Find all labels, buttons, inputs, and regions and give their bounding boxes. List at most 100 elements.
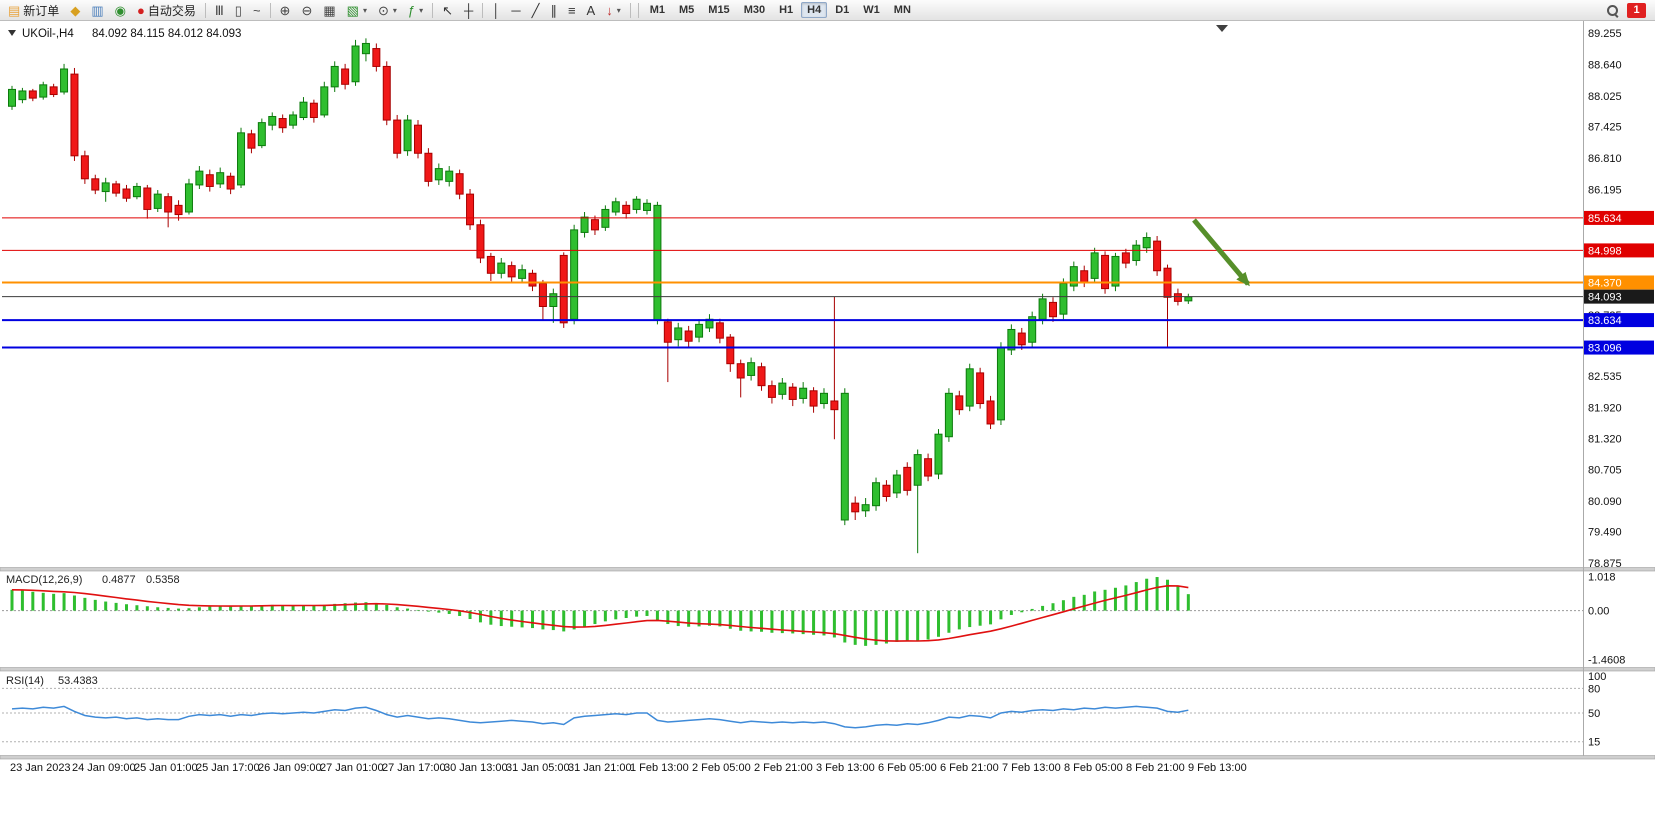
candlestick-chart-icon[interactable]: ▯ xyxy=(230,0,247,21)
tile-windows-icon: ▦ xyxy=(323,2,336,18)
new-chart-icon[interactable]: ▧ ▾ xyxy=(342,0,372,21)
horizontal-line-icon[interactable]: ─ xyxy=(506,0,525,21)
candle-body xyxy=(80,155,89,180)
time-label: 26 Jan 09:00 xyxy=(258,762,322,774)
vertical-line-icon[interactable]: │ xyxy=(487,0,505,21)
line-chart-icon[interactable]: ~ xyxy=(248,0,266,21)
candle-body xyxy=(237,132,246,186)
bar-chart-icon: Ⅲ xyxy=(214,2,224,18)
auto-trading-button-label: 自动交易 xyxy=(147,3,196,18)
zoom-in-icon[interactable]: ⊕ xyxy=(275,0,296,21)
toolbar-separator xyxy=(629,2,631,18)
timeframe-button-d1[interactable]: D1 xyxy=(835,4,850,16)
time-label: 24 Jan 09:00 xyxy=(72,762,136,774)
down-arrow-annotation[interactable] xyxy=(1192,218,1250,287)
candle-body xyxy=(559,254,568,324)
candle-body xyxy=(1142,237,1151,249)
candle-body xyxy=(695,323,704,338)
trendline-icon[interactable]: ╱ xyxy=(527,0,545,21)
candle-body xyxy=(944,392,953,438)
deposit-diamond-icon[interactable]: ◆ xyxy=(65,0,85,21)
chevron-down-icon[interactable]: ▾ xyxy=(362,5,367,15)
tile-windows-icon[interactable]: ▦ xyxy=(318,0,340,21)
fibonacci-icon[interactable]: ≡ xyxy=(563,0,581,21)
candle-body xyxy=(153,193,162,209)
timeframe-button-m30[interactable]: M30 xyxy=(743,4,766,16)
rsi-panel-divider[interactable] xyxy=(0,667,1655,672)
candle-body xyxy=(143,187,152,210)
candle-body xyxy=(1038,298,1047,320)
chart-shift-marker[interactable] xyxy=(1216,25,1228,32)
text-icon: A xyxy=(586,2,596,18)
candle-body xyxy=(934,433,943,475)
toolbar-separator xyxy=(637,2,639,18)
arrows-icon[interactable]: ↓ ▾ xyxy=(601,0,626,21)
candle-body xyxy=(788,386,797,400)
rsi-axis-label: 80 xyxy=(1588,683,1600,695)
price-tick: 80.090 xyxy=(1588,496,1622,508)
cursor-icon: ↖ xyxy=(442,2,454,18)
time-label: 27 Jan 01:00 xyxy=(320,762,384,774)
time-label: 25 Jan 01:00 xyxy=(134,762,198,774)
timeframe-button-h4[interactable]: H4 xyxy=(801,2,828,18)
candle-body xyxy=(1069,266,1078,287)
text-icon[interactable]: A xyxy=(582,0,601,21)
chart-ohlc-values: 84.092 84.115 84.012 84.093 xyxy=(92,28,241,40)
new-order-button[interactable]: ▤ 新订单 xyxy=(3,0,64,21)
zoom-in-icon: ⊕ xyxy=(279,2,291,18)
new-chart-icon: ▧ xyxy=(346,2,359,18)
chart-canvas[interactable]: 89.25588.64088.02587.42586.81086.19585.5… xyxy=(0,21,1655,823)
time-label: 3 Feb 13:00 xyxy=(816,762,875,774)
candle-body xyxy=(1132,244,1141,262)
price-label-box xyxy=(1584,313,1654,328)
chevron-down-icon[interactable]: ▾ xyxy=(419,5,424,15)
profiles-icon[interactable]: ⊙ ▾ xyxy=(373,0,402,21)
candle-body xyxy=(809,390,818,407)
auto-trading-button[interactable]: ● 自动交易 xyxy=(132,0,201,21)
horizontal-line-icon: ─ xyxy=(511,2,521,18)
crosshair-icon[interactable]: ┼ xyxy=(459,0,478,21)
macd-axis-label: 0.00 xyxy=(1588,606,1609,618)
one-click-trading-icon[interactable] xyxy=(8,30,16,36)
chart-background xyxy=(0,21,1655,823)
notification-badge[interactable]: 1 xyxy=(1627,2,1646,18)
timeframe-button-m5[interactable]: M5 xyxy=(679,4,695,16)
candle-body xyxy=(1007,328,1016,351)
candle-body xyxy=(122,188,131,199)
candle-body xyxy=(434,168,443,181)
timeframe-button-w1[interactable]: W1 xyxy=(863,4,880,16)
candle-body xyxy=(320,86,329,116)
macd-signal-line xyxy=(11,584,1189,642)
community-icon[interactable]: ◉ xyxy=(110,0,131,21)
channel-icon[interactable]: ∥ xyxy=(545,0,562,21)
timeframe-button-m15[interactable]: M15 xyxy=(708,4,730,16)
chevron-down-icon[interactable]: ▾ xyxy=(616,5,621,15)
chevron-down-icon[interactable]: ▾ xyxy=(392,5,397,15)
candlestick-series xyxy=(8,38,1193,554)
macd-panel-divider[interactable] xyxy=(0,567,1655,572)
indicators-icon[interactable]: ƒ ▾ xyxy=(403,0,428,21)
candle-body xyxy=(715,322,724,339)
market-watch-icon[interactable]: ▥ xyxy=(86,0,108,21)
bar-chart-icon[interactable]: Ⅲ xyxy=(210,0,229,21)
timeframe-button-h1[interactable]: H1 xyxy=(779,4,794,16)
candle-body xyxy=(736,363,745,379)
zoom-out-icon[interactable]: ⊖ xyxy=(296,0,317,21)
price-label-text: 85.634 xyxy=(1588,213,1622,225)
price-tick: 78.875 xyxy=(1588,558,1622,570)
timeframe-button-mn[interactable]: MN xyxy=(893,4,911,16)
candle-body xyxy=(892,474,901,494)
search-icon[interactable] xyxy=(1606,4,1619,17)
price-tick: 88.640 xyxy=(1588,59,1622,71)
price-label-text: 84.370 xyxy=(1588,277,1622,289)
trend-arrow-annotation[interactable] xyxy=(1192,218,1250,287)
candle-body xyxy=(174,204,183,216)
candle-body xyxy=(955,395,964,411)
rsi-label: RSI(14) xyxy=(6,675,44,687)
cursor-icon[interactable]: ↖ xyxy=(437,0,458,21)
candle-body xyxy=(903,466,912,491)
timeframe-button-m1[interactable]: M1 xyxy=(649,4,665,16)
candle-body xyxy=(819,392,828,405)
vertical-line-icon: │ xyxy=(492,2,501,18)
